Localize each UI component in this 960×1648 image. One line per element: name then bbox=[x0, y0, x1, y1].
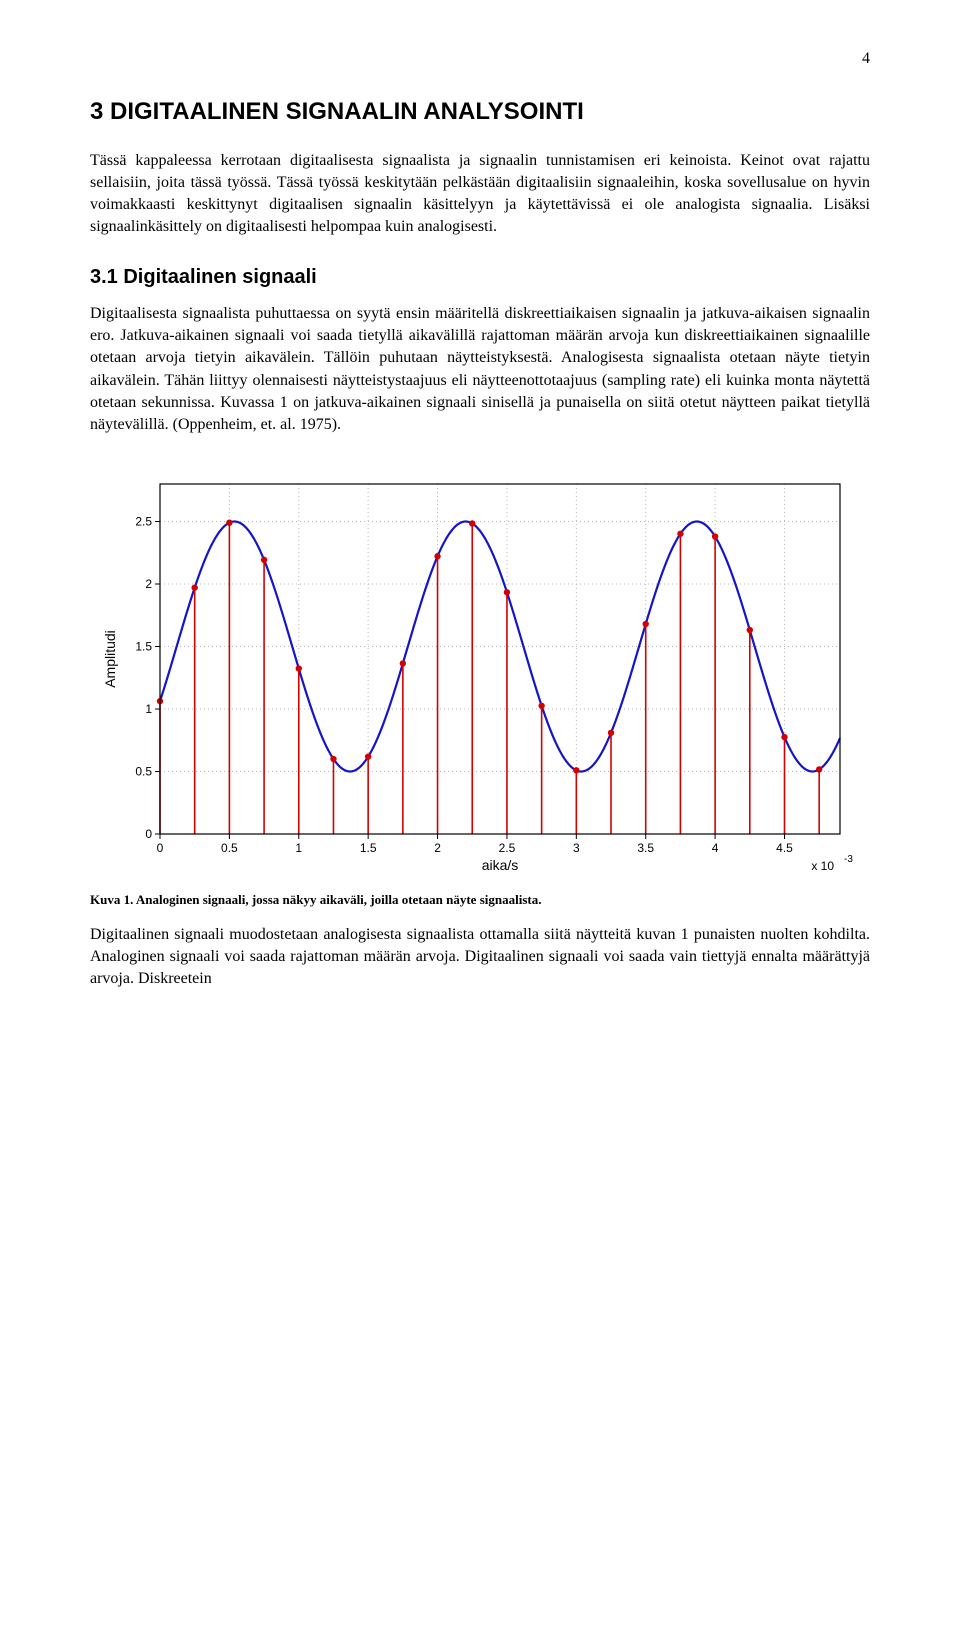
svg-text:3.5: 3.5 bbox=[637, 841, 654, 855]
svg-text:2: 2 bbox=[434, 841, 441, 855]
svg-text:1.5: 1.5 bbox=[135, 639, 152, 653]
paragraph-after-figure: Digitaalinen signaali muodostetaan analo… bbox=[90, 924, 870, 990]
svg-text:2.5: 2.5 bbox=[135, 514, 152, 528]
svg-text:1.5: 1.5 bbox=[360, 841, 377, 855]
signal-chart: 0 0.5 1 1.5 2 2.5 3 3.5 4 4.5 0 0.5 1 1.5 2 2.5 aika/s Am… bbox=[90, 464, 870, 884]
page: 4 3 DIGITAALINEN SIGNAALIN ANALYSOINTI T… bbox=[0, 0, 960, 1042]
svg-text:x 10: x 10 bbox=[811, 859, 834, 873]
page-number: 4 bbox=[90, 50, 870, 68]
svg-text:4.5: 4.5 bbox=[776, 841, 793, 855]
svg-text:1: 1 bbox=[145, 702, 152, 716]
svg-text:0.5: 0.5 bbox=[221, 841, 238, 855]
svg-text:3: 3 bbox=[573, 841, 580, 855]
svg-text:4: 4 bbox=[712, 841, 719, 855]
paragraph-intro: Tässä kappaleessa kerrotaan digitaalises… bbox=[90, 150, 870, 238]
figure-1: 0 0.5 1 1.5 2 2.5 3 3.5 4 4.5 0 0.5 1 1.5 2 2.5 aika/s Am… bbox=[90, 464, 870, 884]
section-heading: 3 DIGITAALINEN SIGNAALIN ANALYSOINTI bbox=[90, 98, 870, 126]
svg-text:1: 1 bbox=[295, 841, 302, 855]
svg-text:2.5: 2.5 bbox=[499, 841, 516, 855]
svg-text:0: 0 bbox=[157, 841, 164, 855]
svg-text:0.5: 0.5 bbox=[135, 764, 152, 778]
svg-text:Amplitudi: Amplitudi bbox=[102, 630, 118, 688]
svg-text:0: 0 bbox=[145, 827, 152, 841]
svg-text:2: 2 bbox=[145, 577, 152, 591]
subsection-heading: 3.1 Digitaalinen signaali bbox=[90, 266, 870, 289]
svg-text:aika/s: aika/s bbox=[482, 857, 519, 873]
paragraph-body: Digitaalisesta signaalista puhuttaessa o… bbox=[90, 303, 870, 435]
svg-text:-3: -3 bbox=[844, 854, 853, 865]
figure-caption: Kuva 1. Analoginen signaali, jossa näkyy… bbox=[90, 892, 870, 908]
